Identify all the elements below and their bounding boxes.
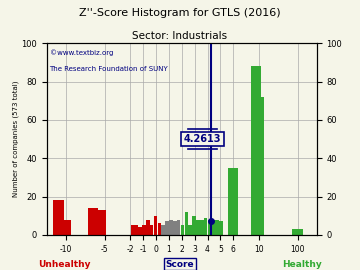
Text: Healthy: Healthy	[283, 260, 322, 269]
Bar	[211, 220, 215, 235]
Text: ©www.textbiz.org: ©www.textbiz.org	[50, 49, 113, 56]
Bar	[53, 200, 63, 235]
Bar	[196, 220, 200, 235]
Bar	[138, 227, 142, 235]
Bar	[96, 210, 106, 235]
Bar	[88, 208, 98, 235]
Bar	[146, 220, 149, 235]
Bar	[142, 225, 146, 235]
Bar	[204, 218, 207, 235]
Bar	[130, 225, 134, 235]
Text: Sector: Industrials: Sector: Industrials	[132, 31, 228, 41]
Bar	[228, 168, 238, 235]
Bar	[200, 220, 203, 235]
Bar	[192, 216, 196, 235]
Text: Unhealthy: Unhealthy	[39, 260, 91, 269]
Bar	[219, 221, 223, 235]
Bar	[165, 221, 169, 235]
Text: Score: Score	[166, 260, 194, 269]
Bar	[150, 225, 153, 235]
Bar	[177, 220, 180, 235]
Bar	[292, 229, 303, 235]
Text: 4.2613: 4.2613	[184, 134, 221, 144]
Bar	[185, 212, 188, 235]
Y-axis label: Number of companies (573 total): Number of companies (573 total)	[12, 81, 19, 197]
Bar	[254, 97, 264, 235]
Bar	[188, 225, 192, 235]
Bar	[208, 220, 211, 235]
Bar	[169, 220, 173, 235]
Bar	[215, 220, 219, 235]
Text: The Research Foundation of SUNY: The Research Foundation of SUNY	[50, 66, 168, 72]
Bar	[158, 223, 161, 235]
Bar	[154, 216, 157, 235]
Bar	[161, 225, 165, 235]
Text: Z''-Score Histogram for GTLS (2016): Z''-Score Histogram for GTLS (2016)	[79, 8, 281, 18]
Bar	[61, 220, 71, 235]
Bar	[134, 225, 138, 235]
Bar	[251, 66, 261, 235]
Bar	[181, 225, 184, 235]
Bar	[173, 221, 176, 235]
